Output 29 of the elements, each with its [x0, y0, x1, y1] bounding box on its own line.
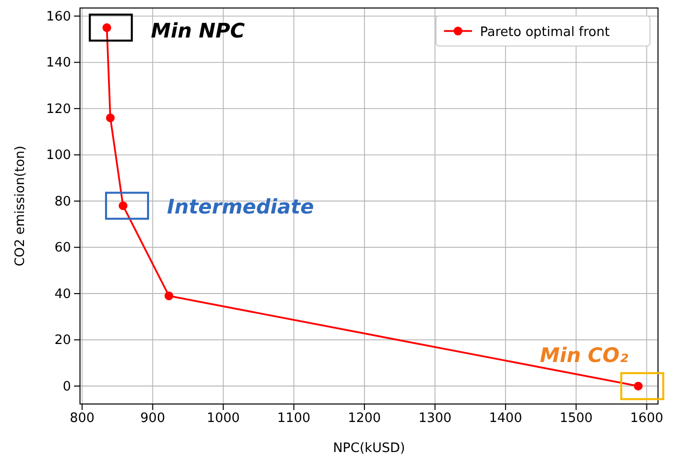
y-tick-label: 100 [46, 148, 71, 163]
x-tick-label: 900 [140, 411, 166, 426]
y-tick-label: 160 [46, 9, 71, 24]
y-tick-label: 0 [62, 379, 71, 394]
annotation: Min CO₂ [540, 343, 628, 368]
x-tick-label: 1600 [630, 411, 664, 426]
y-tick-label: 60 [54, 240, 71, 256]
y-tick-label: 120 [46, 102, 71, 117]
point [118, 201, 128, 210]
x-tick-label: 1000 [206, 411, 240, 426]
annotation: Intermediate [167, 194, 314, 219]
y-tick-label: 80 [54, 194, 71, 210]
point [106, 113, 115, 122]
x-tick-label: 1100 [277, 411, 310, 426]
annotation: Min NPC [150, 18, 246, 43]
legend-label: Pareto optimal front [480, 25, 610, 40]
y-tick-label: 140 [46, 56, 71, 70]
x-tick-label: 1500 [560, 411, 593, 426]
x-tick-label: 1200 [348, 411, 381, 426]
x-tick-label: 800 [70, 411, 95, 426]
x-tick-label: 1400 [489, 411, 522, 426]
x-tick-label: 1300 [418, 411, 452, 426]
y-axis-title: CO2 emission(ton) [13, 146, 28, 266]
y-tick-label: 40 [54, 286, 71, 302]
y-tick-label: 20 [54, 332, 71, 348]
point [164, 292, 174, 300]
x-axis-title: NPC(kUSD) [332, 441, 406, 456]
point [634, 382, 643, 390]
point [102, 23, 112, 32]
